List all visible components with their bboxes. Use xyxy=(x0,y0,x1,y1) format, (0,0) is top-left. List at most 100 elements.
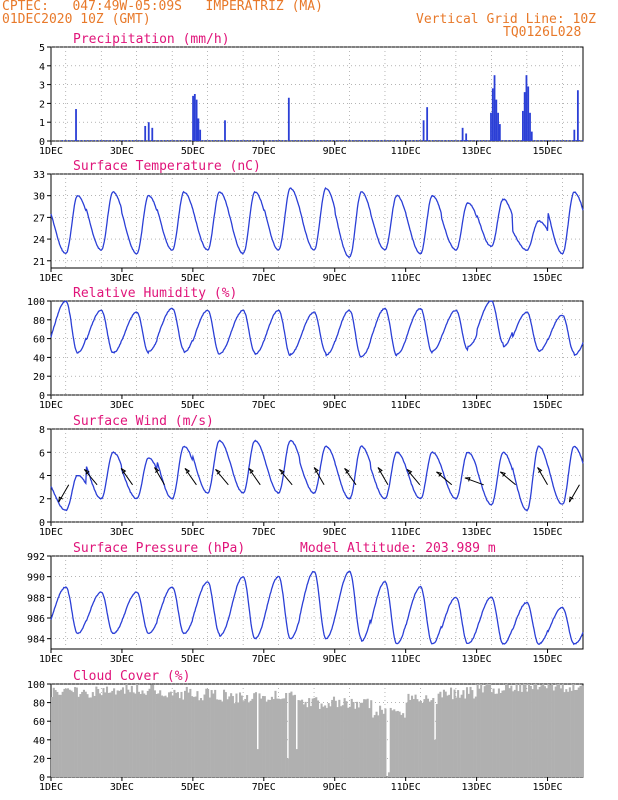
series-line xyxy=(50,300,584,358)
cloud-cover-bar xyxy=(497,688,500,777)
precip-bar xyxy=(125,140,127,141)
cloud-cover-bar xyxy=(297,700,300,777)
precip-bar xyxy=(93,140,95,141)
precip-bar xyxy=(451,140,453,141)
cloud-cover-bar xyxy=(184,690,187,777)
cloud-cover-bar xyxy=(256,749,259,777)
precip-bar xyxy=(208,140,210,141)
precip-bar xyxy=(377,140,379,141)
precip-bar xyxy=(476,140,478,141)
precip-bar xyxy=(192,95,194,141)
precip-bar xyxy=(310,140,312,141)
cloud-cover-bar xyxy=(552,690,555,777)
cloud-cover-bar xyxy=(474,696,477,777)
cloud-cover-bar xyxy=(136,684,139,777)
y-tick-label: 20 xyxy=(33,372,45,383)
precip-bar xyxy=(454,140,456,141)
cloud-cover-bar xyxy=(302,704,305,777)
wind-vector-head xyxy=(154,467,160,473)
wind-vector xyxy=(184,468,197,486)
precip-bar xyxy=(502,140,504,141)
cloud-cover-bar xyxy=(66,688,70,777)
cloud-cover-bar xyxy=(65,688,68,777)
x-tick-label: 11DEC xyxy=(391,527,421,538)
cloud-cover-bar xyxy=(137,691,140,777)
cloud-cover-bar xyxy=(230,693,233,777)
wind-vector xyxy=(215,469,229,486)
x-tick-label: 3DEC xyxy=(110,400,134,411)
precip-bar xyxy=(262,140,265,141)
x-tick-label: 13DEC xyxy=(462,782,492,793)
cloud-cover-bar xyxy=(288,692,291,777)
cloud-cover-bar xyxy=(503,690,506,777)
cloud-cover-bar xyxy=(61,691,64,777)
precip-bar xyxy=(572,140,574,141)
wind-vector-head xyxy=(313,467,319,473)
cloud-cover-bar xyxy=(487,684,490,777)
precip-bar xyxy=(540,140,542,141)
x-tick-label: 1DEC xyxy=(39,782,63,793)
cloud-cover-bar xyxy=(134,693,137,777)
wind-vector-head xyxy=(537,467,543,473)
precip-bar xyxy=(390,140,392,141)
cloud-cover-bar xyxy=(318,708,321,777)
cloud-cover-bar xyxy=(368,708,371,777)
y-tick-label: 40 xyxy=(33,353,45,364)
cloud-cover-bar xyxy=(442,689,445,777)
precip-bar xyxy=(575,140,577,141)
header-right-2: TQ0126L028 xyxy=(503,25,582,40)
cloud-cover-bar xyxy=(519,684,522,777)
cloud-cover-bar xyxy=(217,699,220,777)
cloud-cover-bar xyxy=(208,697,211,777)
y-tick-label: 5 xyxy=(39,43,45,54)
x-tick-label: 5DEC xyxy=(181,400,205,411)
cloud-cover-bar xyxy=(159,690,162,777)
cloud-cover-bar xyxy=(162,696,165,777)
cloud-cover-bar xyxy=(441,697,444,777)
cloud-cover-bar xyxy=(231,696,234,777)
precip-bar xyxy=(393,140,395,141)
precip-bar xyxy=(345,140,348,141)
cloud-cover-bar xyxy=(432,697,435,777)
precip-bar xyxy=(163,140,166,141)
cloud-cover-bar xyxy=(395,711,398,777)
cloud-cover-bar xyxy=(88,697,91,777)
cloud-cover-bar xyxy=(260,698,263,777)
cloud-cover-bar xyxy=(356,701,359,777)
cloud-cover-bar xyxy=(565,689,568,777)
cloud-cover-bar xyxy=(223,689,226,777)
precip-bar xyxy=(173,140,175,141)
cloud-cover-bar xyxy=(522,684,525,777)
panel-annotation: Model Altitude: 203.989 m xyxy=(300,541,496,556)
y-tick-label: 0 xyxy=(39,518,45,529)
x-tick-label: 1DEC xyxy=(39,527,63,538)
precip-bar xyxy=(128,140,130,141)
y-tick-label: 100 xyxy=(27,680,45,691)
precip-bar xyxy=(214,140,217,141)
cloud-cover-bar xyxy=(121,687,125,777)
precip-bar xyxy=(438,140,440,141)
cloud-cover-bar xyxy=(215,699,218,777)
precip-bar xyxy=(317,140,319,141)
cloud-cover-bar xyxy=(407,693,410,777)
cloud-cover-bar xyxy=(201,700,204,777)
precip-bar xyxy=(511,140,514,141)
precip-bar xyxy=(75,109,77,141)
precip-bar xyxy=(135,140,137,141)
precip-bar xyxy=(463,140,466,141)
cloud-cover-bar xyxy=(262,695,265,777)
cloud-cover-bar xyxy=(210,690,213,777)
precip-bar xyxy=(304,140,306,141)
precip-bar xyxy=(527,86,530,141)
cloud-cover-bar xyxy=(577,687,580,777)
y-tick-label: 2 xyxy=(39,99,45,110)
x-tick-label: 3DEC xyxy=(110,782,134,793)
cloud-cover-bar xyxy=(292,695,295,777)
cloud-cover-bar xyxy=(354,708,357,777)
cloud-cover-bar xyxy=(166,697,169,777)
cloud-cover-bar xyxy=(517,691,520,777)
cloud-cover-bar xyxy=(575,689,578,777)
cloud-cover-bar xyxy=(428,701,431,777)
x-tick-label: 9DEC xyxy=(323,146,347,157)
cloud-cover-bar xyxy=(113,688,116,777)
